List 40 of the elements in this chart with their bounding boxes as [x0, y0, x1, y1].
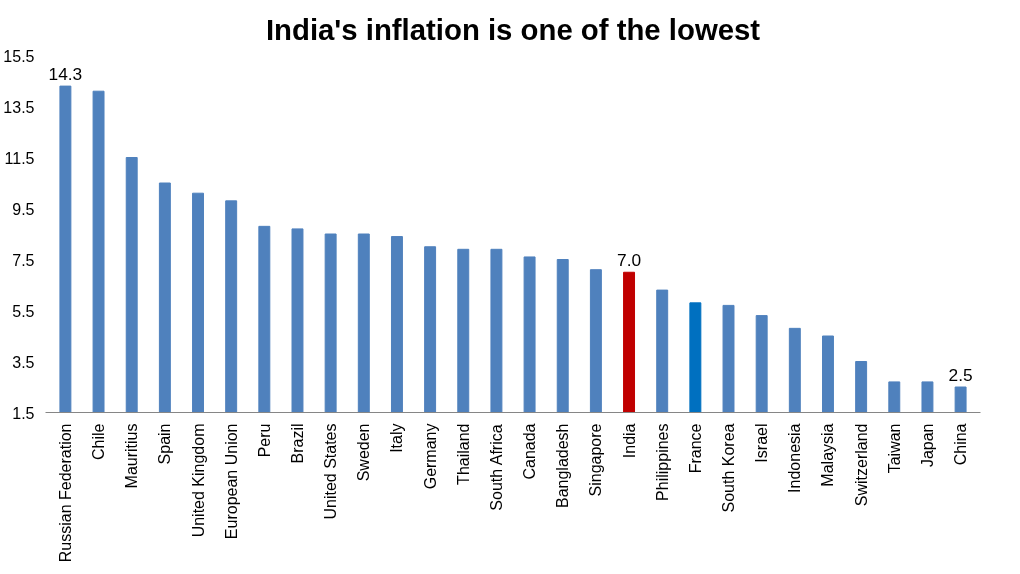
- y-tick-label: 15.5: [3, 47, 35, 65]
- y-tick-label: 5.5: [12, 302, 35, 320]
- x-tick-label: United States: [322, 423, 340, 520]
- data-label: 2.5: [948, 365, 973, 385]
- y-tick-label: 9.5: [12, 200, 35, 218]
- x-tick-label: Malaysia: [819, 423, 837, 487]
- y-tick-label: 3.5: [12, 353, 35, 371]
- x-tick-label: Chile: [90, 423, 108, 460]
- x-tick-label: Thailand: [454, 423, 472, 485]
- data-label: 7.0: [617, 250, 642, 271]
- y-tick-label: 13.5: [3, 98, 35, 116]
- x-tick-label: Taiwan: [885, 423, 903, 474]
- x-tick-label: Peru: [255, 423, 273, 458]
- x-tick-label: European Union: [222, 423, 240, 540]
- x-tick-label: Mauritius: [123, 423, 141, 489]
- x-tick-label: United Kingdom: [189, 423, 207, 538]
- x-tick-label: South Korea: [720, 423, 738, 513]
- y-tick-label: 7.5: [12, 251, 35, 269]
- x-tick-label: Switzerland: [852, 423, 870, 507]
- x-tick-label: Russian Federation: [56, 423, 74, 563]
- x-tick-label: Singapore: [587, 423, 605, 497]
- x-tick-label: Spain: [156, 423, 174, 465]
- x-tick-label: France: [686, 423, 704, 474]
- x-tick-label: Sweden: [355, 423, 373, 482]
- x-tick-label: India: [620, 423, 638, 459]
- x-tick-label: Indonesia: [786, 423, 804, 493]
- x-tick-label: Brazil: [288, 423, 306, 464]
- x-tick-label: Bangladesh: [554, 423, 572, 509]
- data-label: 14.3: [48, 64, 83, 85]
- chart-title: India's inflation is one of the lowest: [265, 12, 761, 46]
- x-tick-label: Canada: [521, 423, 539, 480]
- y-tick-label: 11.5: [4, 149, 35, 167]
- x-tick-label: Japan: [918, 423, 936, 468]
- x-tick-label: Philippines: [653, 423, 671, 501]
- x-tick-label: South Africa: [487, 424, 505, 511]
- x-tick-label: Israel: [753, 423, 771, 463]
- x-tick-label: Germany: [421, 423, 439, 490]
- x-tick-label: Italy: [388, 423, 406, 453]
- x-tick-label: China: [952, 423, 970, 466]
- y-tick-label: 1.5: [12, 404, 35, 422]
